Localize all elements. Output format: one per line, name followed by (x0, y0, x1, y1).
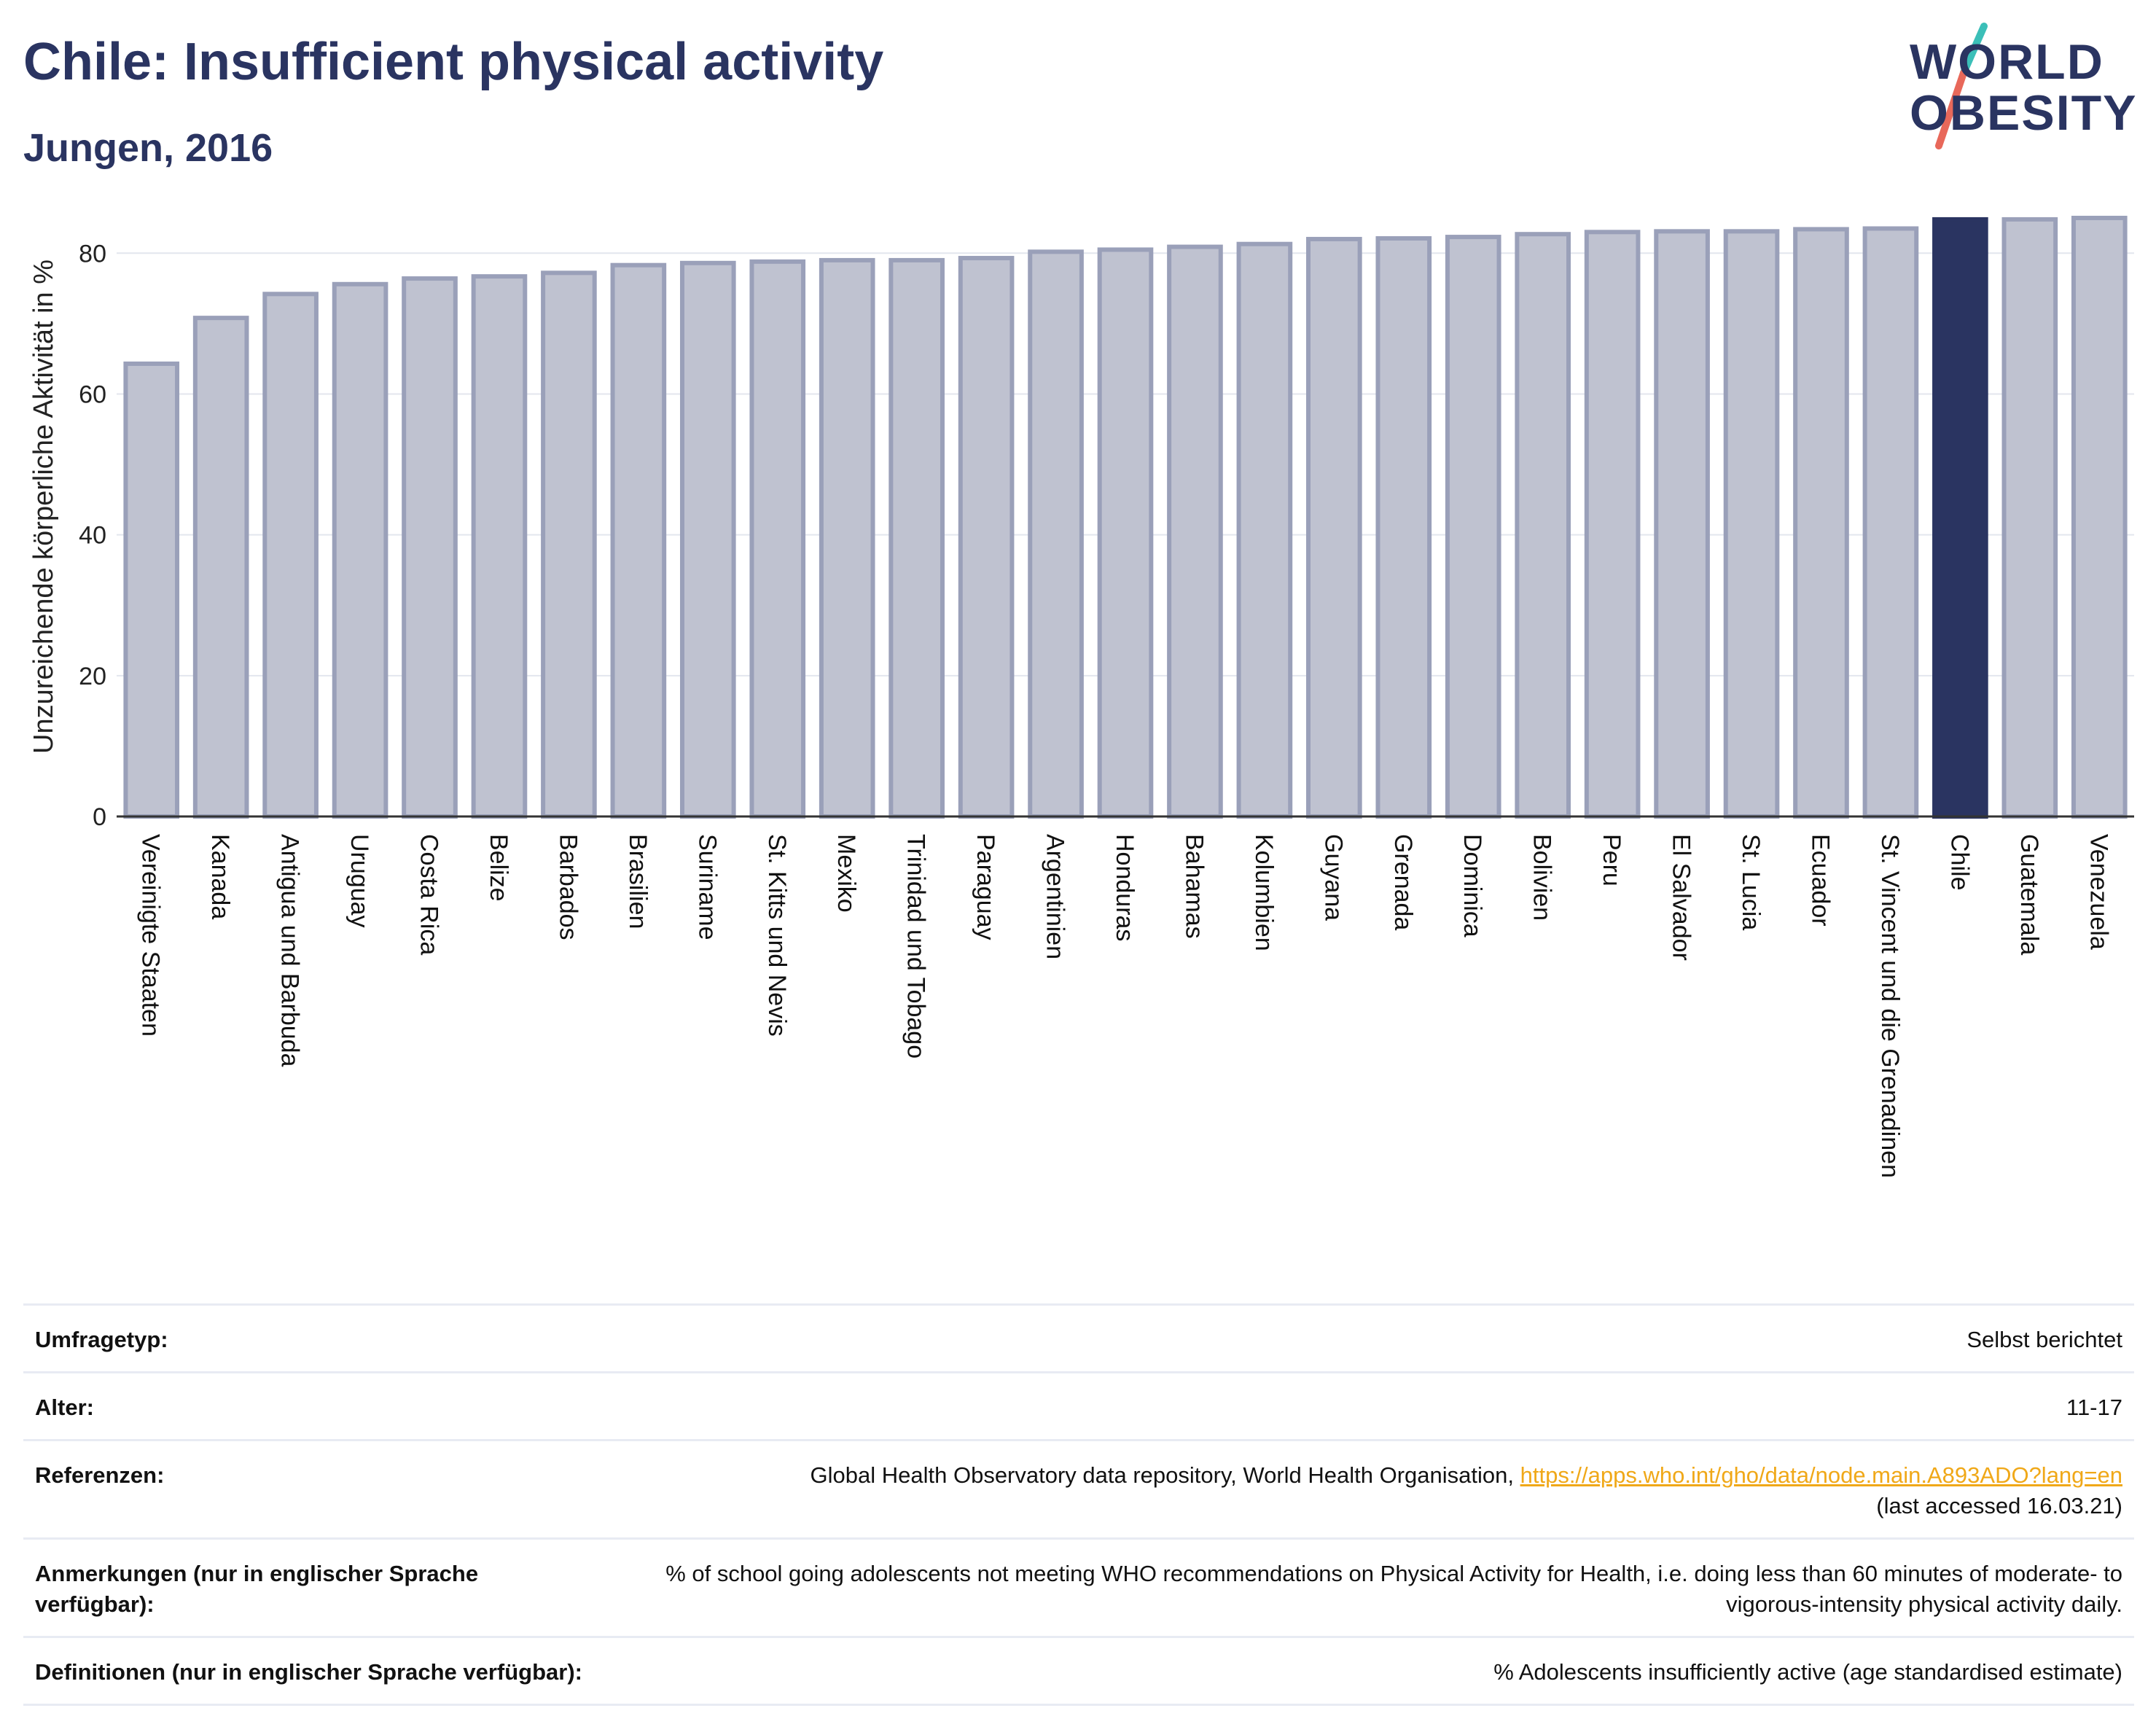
x-tick-label: St. Lucia (1737, 834, 1765, 930)
info-key: Umfragetyp: (35, 1327, 168, 1352)
x-tick-label: Uruguay (345, 834, 373, 928)
x-tick-label: Belize (485, 834, 512, 902)
bar-barbados[interactable] (541, 270, 597, 819)
info-table: Umfragetyp: Selbst berichtet Alter: 11-17 Re… (23, 1303, 2134, 1706)
y-axis: 0 20 40 60 80 (79, 240, 106, 831)
bar-brasilien[interactable] (610, 262, 667, 819)
info-value-text: Global Health Observatory data repositor… (810, 1462, 1520, 1488)
x-tick-label: Kolumbien (1250, 834, 1278, 951)
world-obesity-logo[interactable]: WORLD OBESITY (1895, 22, 2143, 153)
info-row: Alter: 11-17 (23, 1371, 2134, 1439)
y-tick-label: 0 (93, 803, 106, 831)
bar-chile[interactable] (1932, 217, 1988, 819)
bar-trinidad-und-tobago[interactable] (888, 257, 945, 819)
x-tick-label: Venezuela (2085, 834, 2112, 950)
info-key: Definitionen (nur in englischer Sprache … (35, 1659, 582, 1685)
info-value: % Adolescents insufficiently active (age… (589, 1657, 2122, 1688)
x-tick-label: Trinidad und Tobago (902, 834, 930, 1058)
info-key: Referenzen: (35, 1462, 165, 1488)
x-tick-label: Ecuador (1806, 834, 1834, 927)
bar-guatemala[interactable] (2001, 217, 2058, 819)
x-axis: Vereinigte Staaten Kanada Antigua und Barb… (117, 815, 2134, 1178)
x-tick-label: Chile (1945, 834, 1973, 890)
info-value-text: 11-17 (2066, 1395, 2122, 1420)
logo-line-2: OBESITY (1910, 85, 2138, 141)
reference-link[interactable]: https://apps.who.int/gho/data/node.main.… (1520, 1462, 2122, 1488)
x-tick-label: Peru (1598, 834, 1625, 886)
x-tick-label: Mexiko (832, 834, 860, 913)
bar-suriname[interactable] (679, 260, 736, 819)
y-tick-label: 40 (79, 522, 106, 550)
bar-el-salvador[interactable] (1654, 229, 1710, 819)
x-tick-label: Brasilien (624, 834, 652, 929)
y-tick-label: 80 (79, 240, 106, 268)
bar-st-vincent-und-die-grenadinen[interactable] (1862, 226, 1919, 819)
y-tick-label: 60 (79, 381, 106, 408)
bar-belize[interactable] (471, 274, 528, 819)
x-tick-label: Antigua und Barbuda (276, 834, 304, 1067)
info-row: Referenzen: Global Health Observatory dat… (23, 1439, 2134, 1537)
x-tick-label: Barbados (554, 834, 582, 940)
info-value: Selbst berichtet (589, 1325, 2122, 1355)
info-key: Alter: (35, 1395, 94, 1420)
bar-paraguay[interactable] (958, 256, 1015, 819)
x-tick-label: Kanada (206, 834, 234, 919)
logo-slash-icon (1935, 23, 1988, 149)
x-tick-label: Grenada (1389, 834, 1417, 930)
x-tick-label: Costa Rica (415, 834, 443, 955)
bar-guyana[interactable] (1306, 236, 1362, 819)
bar-ecuador[interactable] (1793, 227, 1849, 819)
info-value: % of school going adolescents not meetin… (589, 1559, 2122, 1620)
last-accessed-text: (last accessed 16.03.21) (1876, 1493, 2122, 1518)
x-tick-label: Bolivien (1528, 834, 1556, 921)
bar-kolumbien[interactable] (1236, 241, 1293, 819)
info-value: Global Health Observatory data repositor… (589, 1460, 2122, 1521)
x-tick-label: Honduras (1111, 834, 1138, 941)
logo-line-1: WORLD (1910, 34, 2104, 90)
bar-st-kitts-und-nevis[interactable] (749, 259, 806, 819)
chart-title: Chile: Insufficient physical activity (23, 33, 884, 91)
x-tick-label: St. Vincent und die Grenadinen (1876, 834, 1904, 1178)
x-tick-label: Suriname (693, 834, 721, 940)
info-row: Definitionen (nur in englischer Sprache … (23, 1636, 2134, 1706)
info-row: Anmerkungen (nur in englischer Sprache v… (23, 1537, 2134, 1636)
bar-bahamas[interactable] (1167, 244, 1223, 819)
info-value-text: % Adolescents insufficiently active (age… (1493, 1659, 2122, 1685)
info-row: Umfragetyp: Selbst berichtet (23, 1303, 2134, 1371)
y-tick-label: 20 (79, 663, 106, 690)
info-value: 11-17 (589, 1392, 2122, 1423)
bar-dominica[interactable] (1445, 235, 1501, 819)
x-tick-label: El Salvador (1668, 834, 1695, 961)
x-tick-label: Bahamas (1180, 834, 1208, 939)
bar-mexiko[interactable] (819, 257, 875, 819)
bar-st-lucia[interactable] (1723, 229, 1780, 819)
x-tick-label: Guatemala (2015, 834, 2043, 955)
bar-antigua-und-barbuda[interactable] (262, 292, 319, 819)
x-tick-label: Dominica (1458, 834, 1486, 937)
x-tick-label: Argentinien (1042, 834, 1069, 959)
info-value-text: Selbst berichtet (1966, 1327, 2122, 1352)
bar-uruguay[interactable] (332, 281, 388, 819)
bar-chart: 0 20 40 60 80 Vereinigte Staaten Kanada Antigu… (28, 215, 2134, 1178)
bar-argentinien[interactable] (1028, 249, 1084, 819)
y-axis-label: Unzureichende körperliche Aktivität in % (28, 260, 59, 754)
chart-subtitle: Jungen, 2016 (23, 126, 273, 170)
bar-peru[interactable] (1584, 230, 1641, 819)
x-tick-label: Guyana (1319, 834, 1347, 921)
x-tick-label: Vereinigte Staaten (137, 834, 165, 1037)
info-value-text: % of school going adolescents not meetin… (665, 1561, 2122, 1617)
x-tick-label: St. Kitts und Nevis (763, 834, 791, 1037)
bar-honduras[interactable] (1097, 247, 1154, 819)
bars (123, 215, 2128, 819)
bar-kanada[interactable] (192, 316, 249, 819)
bar-vereinigte-staaten[interactable] (123, 361, 180, 819)
bar-grenada[interactable] (1375, 235, 1432, 819)
bar-venezuela[interactable] (2071, 215, 2128, 819)
bar-costa-rica[interactable] (402, 276, 458, 819)
x-tick-label: Paraguay (972, 834, 999, 940)
bar-bolivien[interactable] (1515, 232, 1571, 819)
info-key: Anmerkungen (nur in englischer Sprache v… (35, 1561, 479, 1617)
